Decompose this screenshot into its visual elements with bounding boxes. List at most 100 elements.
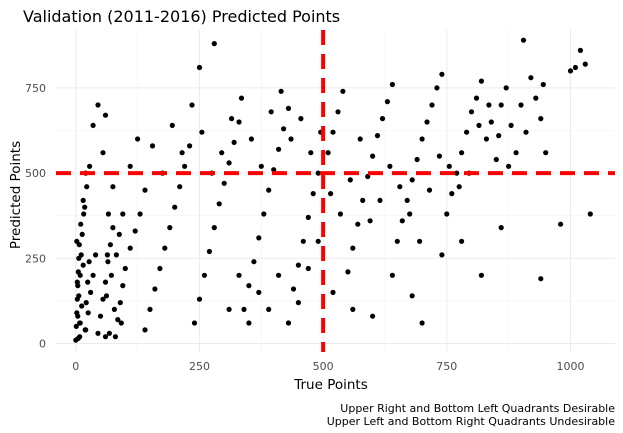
data-point bbox=[142, 187, 148, 193]
data-point bbox=[567, 68, 574, 74]
x-tick-labels: 0 250 500 750 1000 bbox=[72, 360, 584, 373]
data-point bbox=[216, 201, 222, 207]
data-point bbox=[387, 163, 393, 169]
data-point bbox=[196, 64, 203, 71]
data-point bbox=[365, 173, 371, 180]
data-point bbox=[75, 283, 81, 289]
data-point bbox=[107, 242, 113, 248]
data-point bbox=[377, 197, 383, 203]
data-point bbox=[577, 47, 584, 54]
data-point bbox=[90, 122, 96, 128]
data-point bbox=[172, 204, 178, 210]
x-tick-label: 250 bbox=[189, 360, 210, 373]
data-point bbox=[350, 245, 356, 251]
data-point bbox=[117, 300, 123, 306]
data-point bbox=[478, 272, 484, 278]
data-point bbox=[268, 109, 274, 115]
y-tick-label: 750 bbox=[25, 82, 46, 95]
data-point bbox=[221, 180, 227, 186]
data-point bbox=[355, 221, 361, 227]
data-point bbox=[100, 296, 106, 302]
x-tick-label: 1000 bbox=[556, 360, 584, 373]
data-point bbox=[85, 310, 91, 316]
data-point bbox=[513, 150, 519, 156]
data-point bbox=[261, 211, 267, 217]
data-point bbox=[95, 330, 101, 336]
data-point bbox=[407, 211, 413, 217]
data-point bbox=[147, 306, 153, 312]
data-point bbox=[414, 156, 420, 163]
data-point bbox=[476, 122, 482, 128]
data-point bbox=[149, 143, 156, 149]
data-point bbox=[459, 150, 465, 156]
data-point bbox=[226, 160, 232, 166]
data-point bbox=[226, 306, 232, 312]
data-point bbox=[266, 187, 272, 193]
data-point bbox=[108, 272, 114, 278]
data-point bbox=[177, 184, 183, 190]
data-point bbox=[285, 105, 292, 111]
data-point bbox=[75, 269, 81, 275]
data-point bbox=[295, 300, 301, 306]
data-point bbox=[132, 228, 138, 234]
data-point bbox=[325, 150, 331, 156]
data-point bbox=[409, 177, 415, 183]
data-point bbox=[105, 211, 111, 217]
data-point bbox=[182, 163, 188, 169]
data-point bbox=[236, 272, 242, 278]
data-point bbox=[152, 286, 158, 292]
data-point bbox=[434, 85, 440, 91]
data-point bbox=[115, 317, 121, 323]
data-point bbox=[483, 136, 489, 142]
data-point bbox=[276, 272, 282, 278]
data-point bbox=[187, 143, 193, 149]
data-point bbox=[328, 191, 334, 197]
data-point bbox=[116, 231, 122, 237]
data-point bbox=[340, 88, 346, 94]
data-point bbox=[110, 225, 116, 231]
data-point bbox=[367, 218, 373, 224]
x-tick-label: 500 bbox=[313, 360, 334, 373]
data-point bbox=[189, 102, 195, 108]
data-point bbox=[112, 334, 118, 340]
data-point bbox=[540, 81, 546, 88]
data-point bbox=[278, 88, 284, 94]
data-point bbox=[256, 235, 262, 241]
data-point bbox=[73, 337, 79, 343]
data-point bbox=[436, 153, 442, 159]
data-point bbox=[256, 289, 262, 295]
data-point bbox=[357, 136, 363, 142]
data-point bbox=[113, 252, 119, 258]
x-axis-label: True Points bbox=[293, 377, 368, 393]
data-point bbox=[82, 204, 88, 210]
data-point bbox=[231, 139, 237, 145]
data-point bbox=[417, 238, 423, 244]
data-point bbox=[127, 245, 133, 251]
data-point bbox=[426, 187, 433, 193]
data-point bbox=[298, 116, 304, 122]
data-point bbox=[468, 109, 475, 115]
data-point bbox=[135, 136, 141, 142]
data-point bbox=[347, 177, 353, 183]
data-point bbox=[258, 163, 264, 169]
data-point bbox=[80, 197, 86, 203]
data-point bbox=[77, 334, 83, 340]
data-point bbox=[79, 303, 85, 309]
data-point bbox=[219, 150, 225, 156]
data-point bbox=[82, 327, 88, 333]
data-point bbox=[80, 262, 86, 268]
data-point bbox=[100, 150, 106, 156]
data-point bbox=[335, 109, 341, 115]
data-point bbox=[543, 150, 549, 156]
data-point bbox=[498, 102, 504, 108]
data-point bbox=[456, 184, 462, 190]
data-point bbox=[90, 272, 96, 278]
data-point bbox=[238, 95, 245, 101]
data-point bbox=[389, 272, 395, 278]
data-point bbox=[404, 197, 410, 203]
data-point bbox=[305, 265, 311, 272]
data-point bbox=[122, 265, 128, 272]
data-point bbox=[229, 116, 235, 122]
data-point bbox=[523, 129, 529, 135]
y-tick-labels: 0 250 500 750 bbox=[25, 82, 46, 351]
